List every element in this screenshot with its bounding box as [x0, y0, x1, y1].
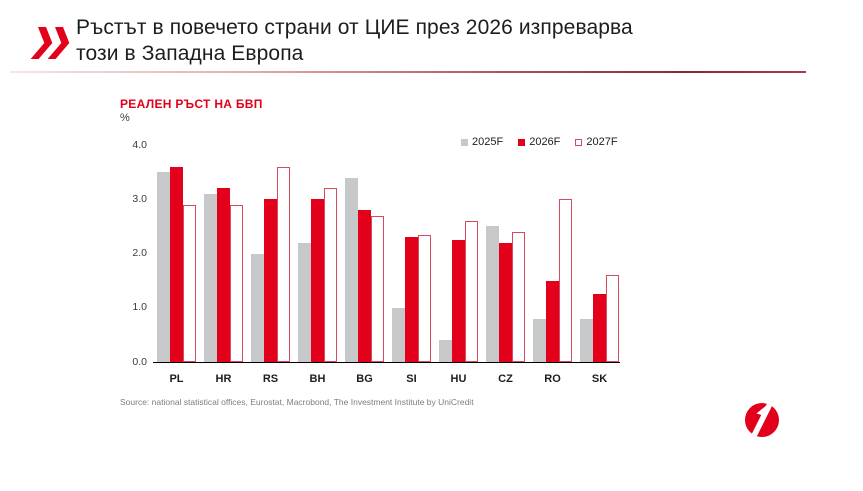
- legend-label-2025f: 2025F: [472, 136, 504, 148]
- bar-rs-2025f: [251, 253, 264, 362]
- x-axis-label-cz: CZ: [498, 373, 513, 385]
- bar-rs-2027f: [277, 166, 290, 362]
- bar-hu-2026f: [452, 239, 465, 362]
- bar-ro-2027f: [559, 199, 572, 362]
- x-axis-label-hu: HU: [450, 373, 467, 385]
- slide-title-line1: Ръстът в повечето страни от ЦИЕ през 202…: [76, 16, 633, 39]
- chart-unit-label: %: [120, 112, 130, 124]
- bar-si-2026f: [405, 237, 418, 362]
- bar-cz-2027f: [512, 231, 525, 362]
- slide-title: Ръстът в повечето страни от ЦИЕ през 202…: [76, 15, 796, 67]
- bar-hr-2026f: [217, 188, 230, 362]
- bar-pl-2025f: [157, 172, 170, 362]
- y-axis-tick-label: 2.0: [132, 247, 147, 259]
- plot-area: 0.0 1.0 2.0 3.0 4.0 PL HR RS BH BG SI HU CZ RO SK: [132, 139, 620, 385]
- x-axis-label-bh: BH: [309, 373, 326, 385]
- x-axis-label-hr: HR: [215, 373, 232, 385]
- bar-bg-2026f: [358, 210, 371, 362]
- bar-bg-2027f: [371, 215, 384, 362]
- bar-sk-2025f: [580, 318, 593, 362]
- bar-sk-2026f: [593, 294, 606, 362]
- bar-si-2027f: [418, 234, 431, 362]
- bar-sk-2027f: [606, 275, 619, 362]
- bar-cz-2026f: [499, 242, 512, 362]
- chevron-1: [30, 27, 53, 59]
- bar-cz-2025f: [486, 226, 499, 362]
- x-axis-label-rs: RS: [262, 373, 279, 385]
- bar-ro-2025f: [533, 318, 546, 362]
- bar-hr-2027f: [230, 204, 243, 362]
- double-chevron-right-icon: [30, 27, 70, 59]
- bar-pl-2026f: [170, 166, 183, 362]
- x-axis-label-si: SI: [406, 373, 417, 385]
- x-axis-label-pl: PL: [169, 373, 184, 385]
- legend-entry-2025f: 2025F: [461, 136, 503, 148]
- chevron-2: [47, 27, 70, 59]
- chart-title: РЕАЛЕН РЪСТ НА БВП: [120, 97, 263, 111]
- y-axis-tick-label: 3.0: [132, 192, 147, 205]
- x-axis-label-ro: RO: [544, 373, 561, 385]
- legend-swatch-2025f: [461, 138, 468, 146]
- bar-bh-2025f: [298, 242, 311, 362]
- legend-swatch-2026f: [518, 138, 526, 146]
- x-axis-label-bg: BG: [356, 373, 373, 385]
- bar-si-2025f: [392, 307, 405, 362]
- legend-label-2026f: 2026F: [529, 136, 561, 148]
- y-axis-tick-label: 1.0: [132, 301, 147, 314]
- bar-bg-2025f: [345, 177, 358, 362]
- logo-one-flag: [756, 404, 768, 415]
- legend-label-2027f: 2027F: [586, 136, 618, 148]
- source-note: Source: national statistical offices, Eu…: [120, 397, 474, 407]
- bar-hu-2027f: [465, 220, 478, 362]
- header-divider: [10, 71, 806, 73]
- legend-entry-2027f: 2027F: [575, 136, 618, 148]
- bar-hr-2025f: [204, 193, 217, 362]
- unicredit-logo: [745, 403, 779, 437]
- bar-bh-2027f: [324, 188, 337, 362]
- bar-hu-2025f: [439, 340, 452, 362]
- x-axis-label-sk: SK: [591, 373, 608, 385]
- bar-rs-2026f: [264, 199, 277, 362]
- y-axis-tick-label: 0.0: [132, 355, 147, 368]
- y-axis-tick-label: 4.0: [132, 138, 147, 151]
- legend-entry-2026f: 2026F: [518, 136, 560, 148]
- legend-swatch-2027f: [575, 138, 583, 146]
- chart-legend: 2025F 2026F 2027F: [461, 136, 618, 148]
- logo-one-stroke: [751, 403, 772, 437]
- bar-pl-2027f: [183, 204, 196, 362]
- slide-title-line2: този в Западна Европа: [76, 42, 304, 65]
- bar-bh-2026f: [311, 199, 324, 362]
- bar-ro-2026f: [546, 280, 559, 362]
